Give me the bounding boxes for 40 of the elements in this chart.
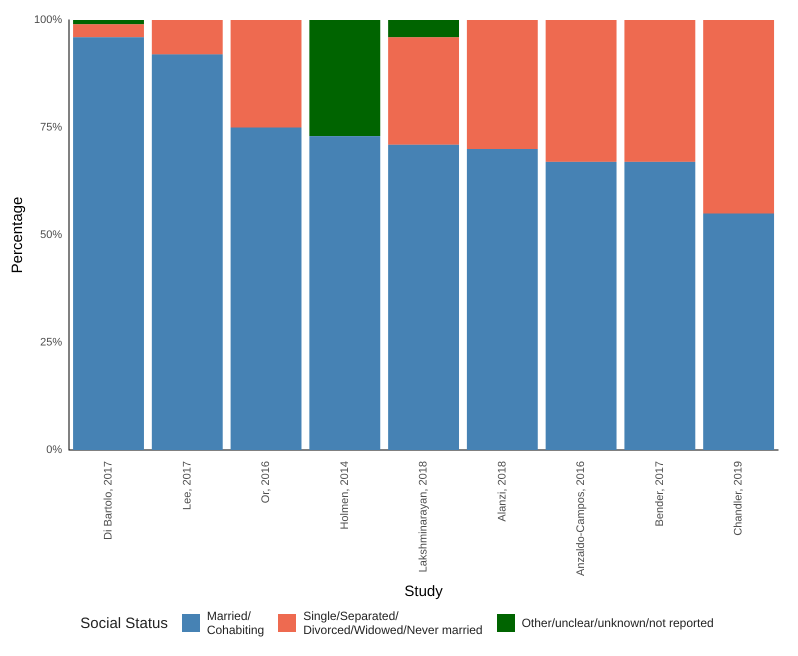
bar [703,20,774,214]
bar [388,37,460,145]
legend-label: Single/Separated/ Divorced/Widowed/Never married [303,609,483,638]
y-tick-label: 0% [46,444,62,456]
legend-title: Social Status [80,614,168,632]
bar [624,20,696,162]
x-tick-label: Bender, 2017 [654,461,666,526]
bar [546,162,617,450]
bar [73,24,144,38]
bar [309,136,380,450]
x-tick-label: Or, 2016 [260,461,272,504]
bar [309,20,380,136]
bar [703,214,774,450]
bar [466,149,538,450]
x-tick-label: Di Bartolo, 2017 [102,461,115,540]
y-tick-label: 50% [40,229,62,242]
y-tick-label: 25% [40,336,62,349]
x-tick-label: Holmen, 2014 [338,461,351,530]
legend-label: Other/unclear/unknown/not reported [522,616,714,631]
bar [624,162,696,450]
bar [230,128,302,450]
y-tick-label: 75% [40,122,62,134]
x-tick-label: Chandler, 2019 [732,461,745,536]
x-axis-title: Study [404,583,444,600]
y-axis-title: Percentage [9,196,26,274]
bar [73,20,144,24]
x-tick-label: Alanzi, 2018 [496,461,508,522]
x-tick-label: Anzaldo-Campos, 2016 [575,461,588,576]
x-tick-label: Lakshminarayan, 2018 [418,461,430,572]
y-tick-label: 100% [34,14,62,26]
bar [73,37,144,450]
bar [388,144,460,450]
bar [388,20,460,38]
x-tick-label: Lee, 2017 [181,461,194,510]
bar [152,54,223,450]
bar [230,20,302,128]
bar [466,20,538,150]
bar [546,20,617,162]
bar [152,20,223,54]
legend-label: Married/ Cohabiting [206,609,264,638]
